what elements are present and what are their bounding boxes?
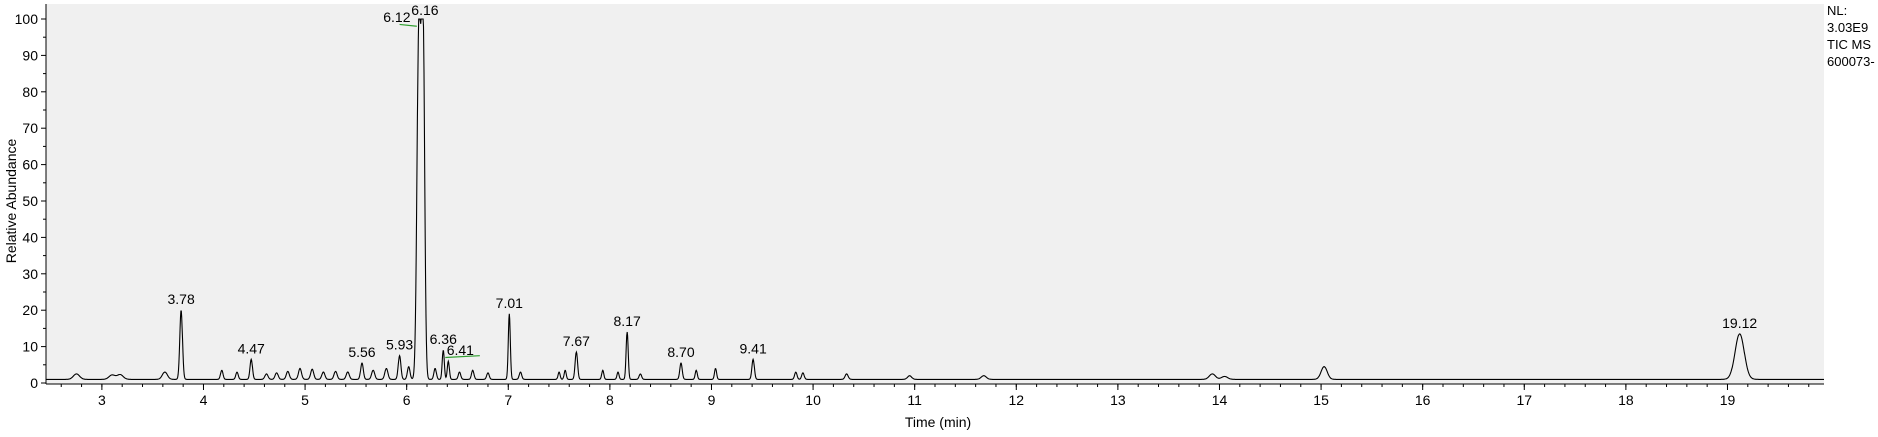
peak-label: 5.56 xyxy=(348,344,375,360)
peak-label: 3.78 xyxy=(168,291,195,307)
peak-label: 6.36 xyxy=(430,331,457,347)
y-tick-label: 40 xyxy=(22,229,38,245)
x-tick-label: 7 xyxy=(504,392,512,408)
peak-label: 19.12 xyxy=(1722,315,1757,331)
y-axis: 0 10 20 30 40 50 60 70 80 90 100 xyxy=(15,4,47,391)
plot-area xyxy=(46,4,1824,384)
x-tick-label: 5 xyxy=(301,392,309,408)
x-tick-label: 17 xyxy=(1516,392,1532,408)
peak-labels: 3.78 4.47 5.56 5.93 6.12 6.16 6.366.41 7.01 7.67… xyxy=(168,2,1758,360)
acquisition-info: NL: 3.03E9 TIC MS 600073- xyxy=(1827,2,1875,70)
peak-label: 8.70 xyxy=(667,344,694,360)
y-tick-label: 100 xyxy=(15,11,39,27)
x-tick-label: 16 xyxy=(1415,392,1431,408)
nl-label: NL: xyxy=(1827,3,1848,18)
x-axis-title: Time (min) xyxy=(905,414,971,430)
y-tick-label: 30 xyxy=(22,266,38,282)
tic-trace xyxy=(46,18,1824,380)
integration-markers xyxy=(399,23,480,359)
peak-label: 6.16 xyxy=(411,2,438,18)
peak-label: 4.47 xyxy=(238,340,265,356)
y-axis-title: Relative Abundance xyxy=(3,139,19,264)
x-tick-label: 13 xyxy=(1110,392,1126,408)
peak-label: 7.01 xyxy=(496,295,523,311)
y-tick-label: 20 xyxy=(22,302,38,318)
scan-filter: TIC MS xyxy=(1827,37,1872,52)
peak-label: 5.93 xyxy=(386,337,413,353)
y-tick-label: 70 xyxy=(22,120,38,136)
y-tick-label: 60 xyxy=(22,157,38,173)
integration-marker xyxy=(445,355,480,359)
peak-label: 6.41 xyxy=(447,342,474,358)
integration-marker xyxy=(399,23,417,27)
x-tick-label: 11 xyxy=(907,392,922,408)
peak-label: 8.17 xyxy=(614,313,641,329)
x-tick-label: 14 xyxy=(1212,392,1228,408)
x-tick-label: 9 xyxy=(708,392,716,408)
y-tick-label: 0 xyxy=(30,375,38,391)
y-tick-label: 50 xyxy=(22,193,38,209)
x-tick-label: 19 xyxy=(1720,392,1736,408)
x-tick-label: 6 xyxy=(403,392,411,408)
x-tick-label: 18 xyxy=(1618,392,1634,408)
sample-name: 600073- xyxy=(1827,54,1875,69)
x-tick-label: 3 xyxy=(98,392,106,408)
nl-value: 3.03E9 xyxy=(1827,20,1869,35)
peak-label: 9.41 xyxy=(740,340,767,356)
x-tick-label: 12 xyxy=(1008,392,1024,408)
y-tick-label: 10 xyxy=(22,339,38,355)
x-axis: 3 4 5 6 7 8 9 10 11 12 13 14 15 16 17 18 19 xyxy=(46,383,1824,408)
peak-label: 7.67 xyxy=(563,333,590,349)
x-tick-label: 8 xyxy=(606,392,614,408)
peak-label: 6.12 xyxy=(383,9,410,25)
x-tick-label: 10 xyxy=(805,392,821,408)
x-tick-label: 15 xyxy=(1313,392,1329,408)
x-tick-label: 4 xyxy=(200,392,208,408)
y-tick-label: 80 xyxy=(22,84,38,100)
y-tick-label: 90 xyxy=(22,47,38,63)
